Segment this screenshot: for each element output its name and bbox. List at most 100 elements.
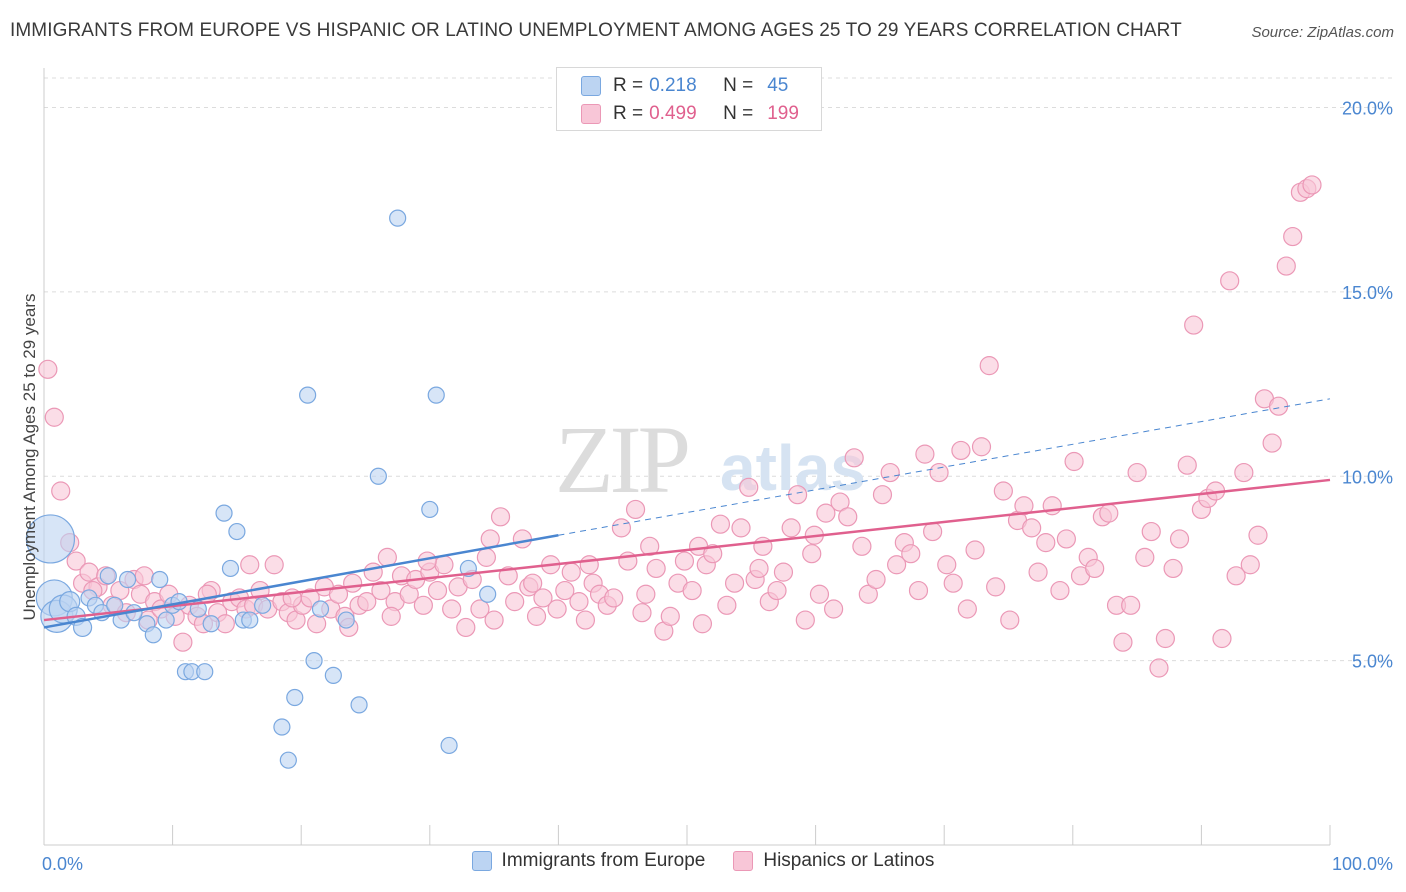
data-point-hispanic xyxy=(1226,566,1246,586)
data-point-europe xyxy=(157,611,175,629)
data-point-hispanic xyxy=(476,547,496,567)
data-point-hispanic xyxy=(915,444,935,464)
data-point-hispanic xyxy=(134,566,154,586)
data-point-hispanic xyxy=(66,551,86,571)
data-point-hispanic xyxy=(1113,632,1133,652)
data-point-hispanic xyxy=(816,503,836,523)
data-point-hispanic xyxy=(866,569,886,590)
data-point-hispanic xyxy=(660,606,680,626)
data-point-europe xyxy=(25,514,76,564)
data-point-europe xyxy=(196,663,214,681)
data-point-hispanic xyxy=(1276,256,1296,276)
data-point-europe xyxy=(421,500,439,519)
data-point-europe xyxy=(99,567,117,585)
y-tick-label: 20.0% xyxy=(1342,99,1393,119)
stats-n-label: N = xyxy=(723,103,754,124)
data-point-hispanic xyxy=(1135,547,1155,567)
data-point-hispanic xyxy=(710,514,731,534)
data-point-hispanic xyxy=(561,562,581,582)
x-tick-label: 0.0% xyxy=(42,854,83,874)
data-point-europe xyxy=(286,688,304,707)
x-tick-label: 100.0% xyxy=(1332,854,1393,874)
data-point-europe xyxy=(427,386,445,404)
trend-line-europe xyxy=(43,534,559,629)
data-point-hispanic xyxy=(1302,175,1322,195)
data-point-hispanic xyxy=(1050,580,1070,601)
data-point-hispanic xyxy=(523,573,543,593)
data-point-hispanic xyxy=(802,544,822,564)
data-point-hispanic xyxy=(1085,558,1105,579)
data-point-hispanic xyxy=(1248,525,1268,545)
data-point-hispanic xyxy=(739,477,759,497)
stats-r-value: 0.499 xyxy=(649,103,697,124)
data-point-hispanic xyxy=(773,562,794,582)
data-point-hispanic xyxy=(357,592,377,612)
data-point-hispanic xyxy=(993,481,1013,501)
data-point-hispanic xyxy=(505,592,525,612)
legend-swatch-hispanic xyxy=(733,851,754,871)
data-point-hispanic xyxy=(646,558,666,579)
data-point-hispanic xyxy=(328,584,349,604)
data-point-hispanic xyxy=(1149,658,1169,678)
data-point-hispanic xyxy=(569,592,589,612)
data-point-hispanic xyxy=(427,580,448,601)
y-axis-label: Unemployment Among Ages 25 to 29 years xyxy=(20,294,39,621)
legend-item-hispanic[interactable]: Hispanics or Latinos xyxy=(733,850,934,872)
data-point-hispanic xyxy=(575,610,596,630)
stats-r-label: R = xyxy=(613,103,644,124)
data-point-europe xyxy=(389,209,407,227)
data-point-hispanic xyxy=(1262,433,1282,453)
data-point-hispanic xyxy=(1212,628,1232,649)
data-point-hispanic xyxy=(965,540,985,560)
data-point-europe xyxy=(72,617,93,638)
trend-line-hispanic xyxy=(43,478,1331,622)
data-point-hispanic xyxy=(434,555,454,575)
stats-row-hispanic: R = 0.499 N = 199 xyxy=(581,101,799,127)
data-point-europe xyxy=(144,626,162,644)
data-point-hispanic xyxy=(943,573,963,593)
tick-labels: 5.0% 10.0% 15.0% 20.0% 0.0% 100.0% xyxy=(42,99,1393,875)
data-point-hispanic xyxy=(1240,555,1260,575)
stats-swatch-europe xyxy=(581,76,601,96)
data-point-hispanic xyxy=(1022,518,1042,538)
legend-label-hispanic: Hispanics or Latinos xyxy=(763,850,935,871)
data-point-hispanic xyxy=(456,617,476,638)
data-point-hispanic xyxy=(844,448,864,468)
data-point-hispanic xyxy=(858,584,878,604)
data-point-hispanic xyxy=(264,555,284,575)
data-point-hispanic xyxy=(872,485,893,505)
data-point-hispanic xyxy=(555,580,575,601)
data-point-hispanic xyxy=(413,595,433,615)
data-point-hispanic xyxy=(381,606,401,626)
data-point-hispanic xyxy=(343,573,363,593)
data-point-europe xyxy=(215,504,233,522)
data-point-hispanic xyxy=(749,558,769,579)
data-point-hispanic xyxy=(1234,462,1254,483)
data-point-hispanic xyxy=(363,562,383,582)
data-point-hispanic xyxy=(498,566,518,586)
legend-label-europe: Immigrants from Europe xyxy=(501,850,706,871)
legend-item-europe[interactable]: Immigrants from Europe xyxy=(471,850,706,872)
data-point-europe xyxy=(305,652,323,670)
y-tick-label: 5.0% xyxy=(1352,652,1393,672)
data-point-europe xyxy=(273,718,291,736)
data-point-hispanic xyxy=(957,599,977,619)
data-point-hispanic xyxy=(604,588,624,608)
data-point-hispanic xyxy=(717,595,737,615)
data-point-hispanic xyxy=(512,529,532,549)
y-tick-label: 10.0% xyxy=(1342,467,1393,487)
data-point-hispanic xyxy=(1283,226,1303,247)
data-point-europe xyxy=(254,596,272,614)
data-point-hispanic xyxy=(1036,533,1056,553)
data-point-hispanic xyxy=(470,599,490,619)
chart-title: IMMIGRANTS FROM EUROPE VS HISPANIC OR LA… xyxy=(10,20,1182,41)
stats-box: R = 0.218 N = 45 R = 0.499 N = 199 xyxy=(556,67,822,131)
data-point-hispanic xyxy=(490,507,511,527)
data-point-europe xyxy=(311,600,330,618)
data-point-hispanic xyxy=(724,573,745,593)
series-europe-points xyxy=(25,209,497,769)
data-point-hispanic xyxy=(795,610,815,630)
data-point-europe xyxy=(228,522,246,541)
data-point-hispanic xyxy=(674,551,695,571)
